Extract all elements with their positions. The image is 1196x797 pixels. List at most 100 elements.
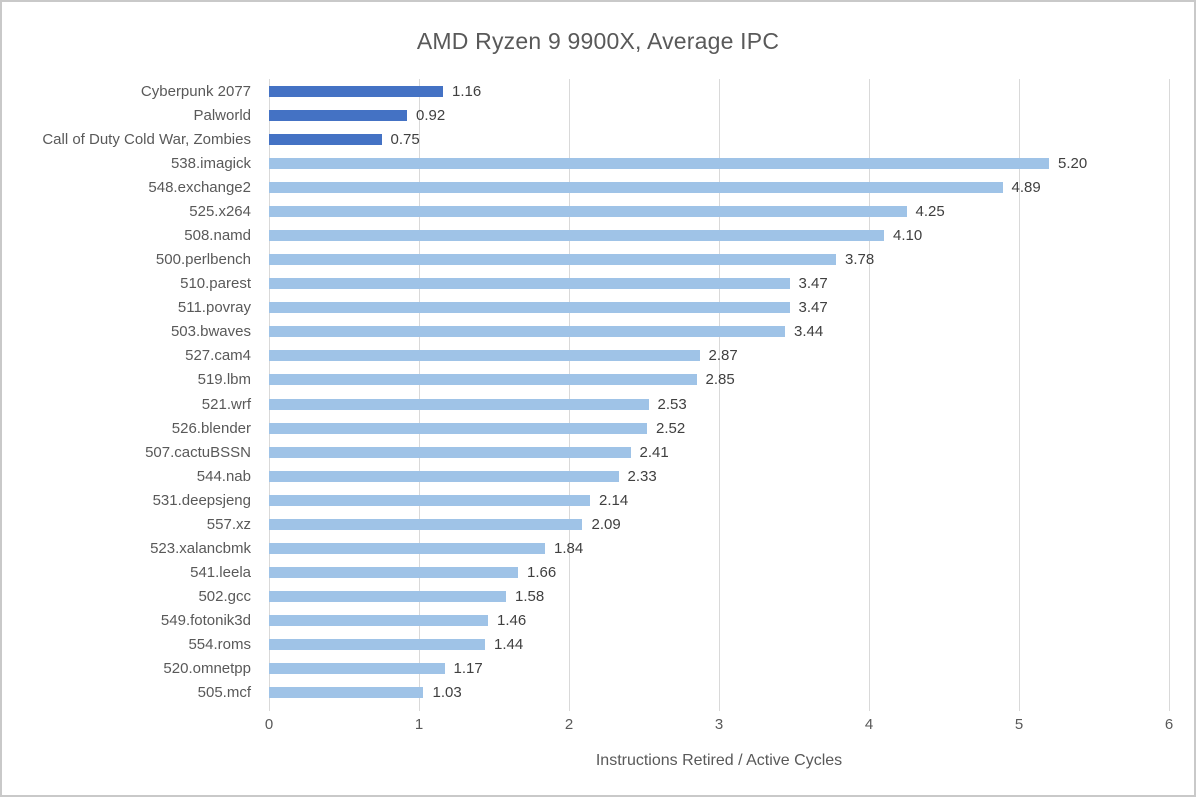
category-label: 520.omnetpp xyxy=(163,660,251,678)
value-label: 1.84 xyxy=(554,540,584,558)
bar xyxy=(269,254,836,266)
category-label: 510.parest xyxy=(180,275,251,293)
value-label: 3.47 xyxy=(798,299,828,317)
value-label: 5.20 xyxy=(1058,154,1088,172)
bar-row: 3.44 xyxy=(269,320,1169,344)
value-label: 1.46 xyxy=(497,612,527,630)
category-label: 511.povray xyxy=(177,299,251,317)
value-label: 2.85 xyxy=(705,371,735,389)
bar xyxy=(269,326,785,338)
category-label: 525.x264 xyxy=(189,202,251,220)
category-label: 531.deepsjeng xyxy=(152,491,251,509)
x-tick-label: 0 xyxy=(264,716,274,733)
chart-title: AMD Ryzen 9 9900X, Average IPC xyxy=(416,28,780,54)
x-tick-label: 6 xyxy=(1164,716,1174,733)
gridline xyxy=(719,79,720,711)
value-label: 0.75 xyxy=(390,130,420,148)
bar-row: 2.14 xyxy=(269,488,1169,512)
bar-row: 1.66 xyxy=(269,561,1169,585)
value-label: 0.92 xyxy=(416,106,446,124)
category-label: 549.fotonik3d xyxy=(160,612,251,630)
bar xyxy=(269,518,583,530)
bar-row: 4.25 xyxy=(269,199,1169,223)
value-label: 4.10 xyxy=(893,227,923,244)
value-label: 2.87 xyxy=(708,347,738,365)
value-label: 2.53 xyxy=(657,395,687,413)
bar-row: 1.84 xyxy=(269,536,1169,560)
bar-row: 0.75 xyxy=(269,127,1169,151)
x-tick-label: 4 xyxy=(864,716,874,733)
category-label: 557.xz xyxy=(206,515,251,533)
bar-row: 4.89 xyxy=(269,175,1169,199)
bar xyxy=(269,687,424,699)
value-label: 2.09 xyxy=(591,515,621,533)
bar-row: 2.52 xyxy=(269,416,1169,440)
category-label: 544.nab xyxy=(196,467,251,485)
category-label: 508.namd xyxy=(184,227,251,244)
bar xyxy=(269,543,545,555)
bar xyxy=(269,157,1049,169)
bar-row: 2.53 xyxy=(269,392,1169,416)
value-label: 1.17 xyxy=(453,660,483,678)
x-tick-label: 1 xyxy=(414,716,424,733)
bar-row: 2.41 xyxy=(269,440,1169,464)
bar xyxy=(269,374,697,386)
category-label: 519.lbm xyxy=(197,371,251,389)
value-label: 2.33 xyxy=(627,467,657,485)
category-label: 541.leela xyxy=(190,564,251,582)
category-label: 548.exchange2 xyxy=(148,178,251,196)
bar-row: 3.47 xyxy=(269,296,1169,320)
bar-row: 0.92 xyxy=(269,103,1169,127)
bar xyxy=(269,205,907,217)
value-label: 1.03 xyxy=(432,684,462,702)
gridline xyxy=(568,79,570,711)
gridline xyxy=(868,79,870,711)
value-label: 2.52 xyxy=(656,419,686,437)
value-label: 1.44 xyxy=(494,636,524,654)
bar-row: 3.78 xyxy=(269,248,1169,272)
x-tick-label: 5 xyxy=(1014,716,1024,733)
bar-row: 1.44 xyxy=(269,633,1169,657)
bar-row: 2.85 xyxy=(269,368,1169,392)
value-label: 3.78 xyxy=(845,251,875,269)
bar xyxy=(269,639,485,651)
value-label: 4.25 xyxy=(915,202,945,220)
bar xyxy=(269,591,506,603)
value-label: 3.44 xyxy=(794,323,824,341)
bar xyxy=(269,663,445,675)
bar xyxy=(269,615,488,627)
value-label: 2.14 xyxy=(599,491,629,509)
category-label: 503.bwaves xyxy=(170,323,251,341)
bar xyxy=(269,494,590,506)
category-label: 521.wrf xyxy=(201,395,251,413)
gridline xyxy=(418,79,420,711)
value-label: 3.47 xyxy=(798,275,828,293)
bar xyxy=(269,109,407,121)
value-label: 1.16 xyxy=(452,82,482,100)
x-tick-label: 2 xyxy=(564,716,574,733)
x-tick-label: 3 xyxy=(714,716,724,733)
x-axis-title: Instructions Retired / Active Cycles xyxy=(595,752,843,769)
bar xyxy=(269,567,518,579)
category-label: 526.blender xyxy=(171,419,251,437)
value-label: 1.58 xyxy=(515,588,545,606)
bar-row: 2.09 xyxy=(269,512,1169,536)
bar-row: 2.87 xyxy=(269,344,1169,368)
bar-row: 1.03 xyxy=(269,681,1169,705)
gridline xyxy=(1169,79,1170,711)
bar xyxy=(269,398,649,410)
bar-row: 4.10 xyxy=(269,223,1169,247)
bar-row: 1.58 xyxy=(269,585,1169,609)
bar-row: 3.47 xyxy=(269,272,1169,296)
bar xyxy=(269,278,790,290)
bar-row: 1.16 xyxy=(269,79,1169,103)
bars-layer: 1.16 0.92 0.75 5.20 4.89 4.25 4.10 3.78 3.47 3.47… xyxy=(269,79,1169,705)
bar xyxy=(269,133,382,145)
value-label: 2.41 xyxy=(639,443,669,461)
bar xyxy=(269,350,700,362)
bar xyxy=(269,470,619,482)
bar xyxy=(269,181,1003,193)
category-label: 523.xalancbmk xyxy=(150,540,251,558)
x-axis-ticks: 0 1 2 3 4 5 6 xyxy=(265,716,1173,736)
